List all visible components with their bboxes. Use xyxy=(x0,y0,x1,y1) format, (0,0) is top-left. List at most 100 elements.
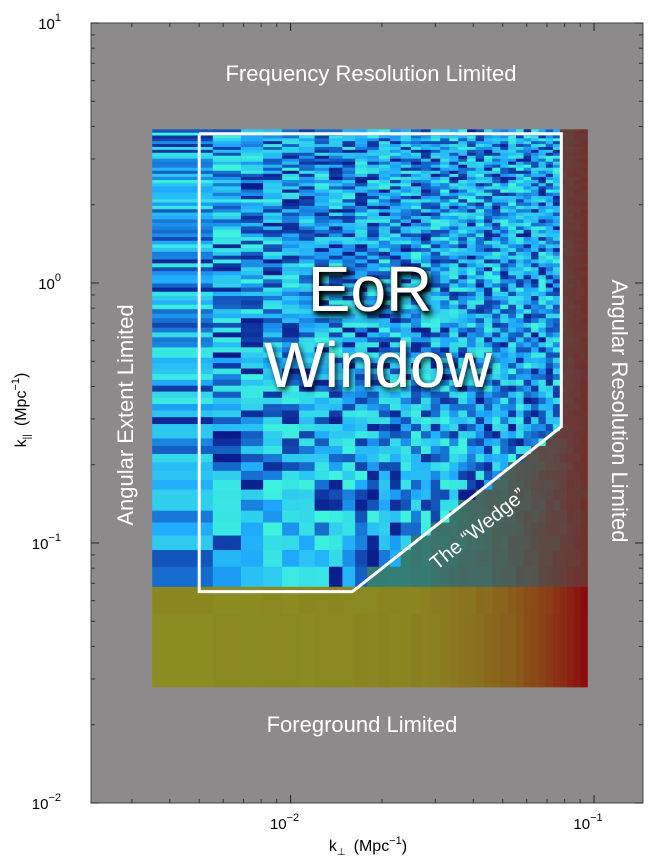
heatmap-cell xyxy=(508,137,517,142)
heatmap-cell xyxy=(367,346,380,353)
heatmap-cell xyxy=(440,201,450,206)
heatmap-cell xyxy=(545,461,554,471)
heatmap-cell xyxy=(421,453,432,463)
heatmap-cell xyxy=(531,331,540,338)
heatmap-cell xyxy=(458,317,468,323)
heatmap-cell xyxy=(152,479,214,490)
heatmap-cell xyxy=(240,170,264,174)
heatmap-cell xyxy=(299,470,316,480)
heatmap-cell xyxy=(328,208,344,213)
heatmap-cell xyxy=(212,453,242,463)
heatmap-cell xyxy=(449,362,459,369)
heatmap-cell xyxy=(531,341,540,348)
heatmap-cell xyxy=(467,403,477,411)
heatmap-cell xyxy=(566,613,575,688)
heatmap-cell xyxy=(152,170,214,174)
heatmap-cell xyxy=(378,222,391,227)
heatmap-cell xyxy=(467,423,477,432)
heatmap-cell xyxy=(400,258,412,264)
heatmap-cell xyxy=(421,278,432,284)
heatmap-cell xyxy=(421,140,432,145)
heatmap-cell xyxy=(559,295,568,301)
heatmap-cell xyxy=(492,262,501,268)
heatmap-cell xyxy=(314,201,330,206)
heatmap-cell xyxy=(421,351,432,358)
heatmap-cell xyxy=(484,243,493,249)
heatmap-cell xyxy=(440,155,450,159)
heatmap-cell xyxy=(400,379,412,386)
heatmap-cell xyxy=(538,201,547,206)
heatmap-cell xyxy=(342,129,356,133)
heatmap-cell xyxy=(538,205,547,210)
heatmap-cell xyxy=(314,304,330,310)
heatmap-cell xyxy=(314,134,330,139)
heatmap-cell xyxy=(240,262,264,268)
heatmap-cell xyxy=(152,331,214,338)
heatmap-cell xyxy=(531,185,540,190)
heatmap-cell xyxy=(545,346,554,353)
heatmap-cell xyxy=(282,255,300,260)
heatmap-cell xyxy=(421,282,432,288)
heatmap-cell xyxy=(282,185,300,190)
heatmap-cell xyxy=(552,236,561,241)
heatmap-cell xyxy=(580,586,588,614)
heatmap-cell xyxy=(475,274,485,280)
heatmap-cell xyxy=(573,208,582,213)
heatmap-cell xyxy=(566,308,575,314)
heatmap-cell xyxy=(545,282,554,288)
heatmap-cell xyxy=(212,251,242,256)
heatmap-cell xyxy=(566,222,575,227)
heatmap-cell xyxy=(430,188,441,193)
heatmap-cell xyxy=(559,146,568,150)
heatmap-cell xyxy=(508,164,517,168)
heatmap-cell xyxy=(152,198,214,203)
heatmap-cell xyxy=(212,229,242,234)
heatmap-cell xyxy=(523,282,532,288)
heatmap-cell xyxy=(389,510,402,523)
heatmap-cell xyxy=(240,173,264,177)
heatmap-cell xyxy=(531,278,540,284)
heatmap-cell xyxy=(559,155,568,159)
heatmap-cell xyxy=(240,479,264,490)
heatmap-cell xyxy=(212,225,242,230)
heatmap-cell xyxy=(484,327,493,333)
heatmap-cell xyxy=(467,205,477,210)
heatmap-cell xyxy=(430,445,441,454)
heatmap-cell xyxy=(240,367,264,375)
heatmap-cell xyxy=(458,470,468,480)
heatmap-cell xyxy=(458,140,468,145)
heatmap-cell xyxy=(421,416,432,425)
heatmap-cell xyxy=(389,521,402,536)
heatmap-cell xyxy=(263,510,283,523)
heatmap-cell xyxy=(328,510,344,523)
heatmap-cell xyxy=(389,479,402,490)
heatmap-cell xyxy=(484,341,493,348)
heatmap-cell xyxy=(467,357,477,364)
heatmap-cell xyxy=(355,129,368,133)
heatmap-cell xyxy=(282,140,300,145)
heatmap-cell xyxy=(152,379,214,386)
heatmap-cell xyxy=(552,391,561,398)
heatmap-cell xyxy=(314,146,330,150)
heatmap-cell xyxy=(355,391,368,398)
heatmap-cell xyxy=(500,270,509,276)
heatmap-cell xyxy=(559,211,568,216)
heatmap-cell xyxy=(421,155,432,159)
heatmap-cell xyxy=(500,336,509,343)
heatmap-cell xyxy=(559,613,568,688)
heatmap-cell xyxy=(508,322,517,328)
heatmap-cell xyxy=(400,173,412,177)
heatmap-cell xyxy=(467,479,477,490)
heatmap-cell xyxy=(545,403,554,411)
heatmap-cell xyxy=(484,336,493,343)
heatmap-cell xyxy=(400,243,412,249)
heatmap-cell xyxy=(328,215,344,220)
heatmap-cell xyxy=(552,566,561,587)
heatmap-cell xyxy=(282,534,300,551)
heatmap-cell xyxy=(240,179,264,184)
heatmap-cell xyxy=(523,416,532,425)
heatmap-cell xyxy=(282,510,300,523)
heatmap-cell xyxy=(523,251,532,256)
heatmap-cell xyxy=(355,243,368,249)
heatmap-cell xyxy=(400,409,412,418)
